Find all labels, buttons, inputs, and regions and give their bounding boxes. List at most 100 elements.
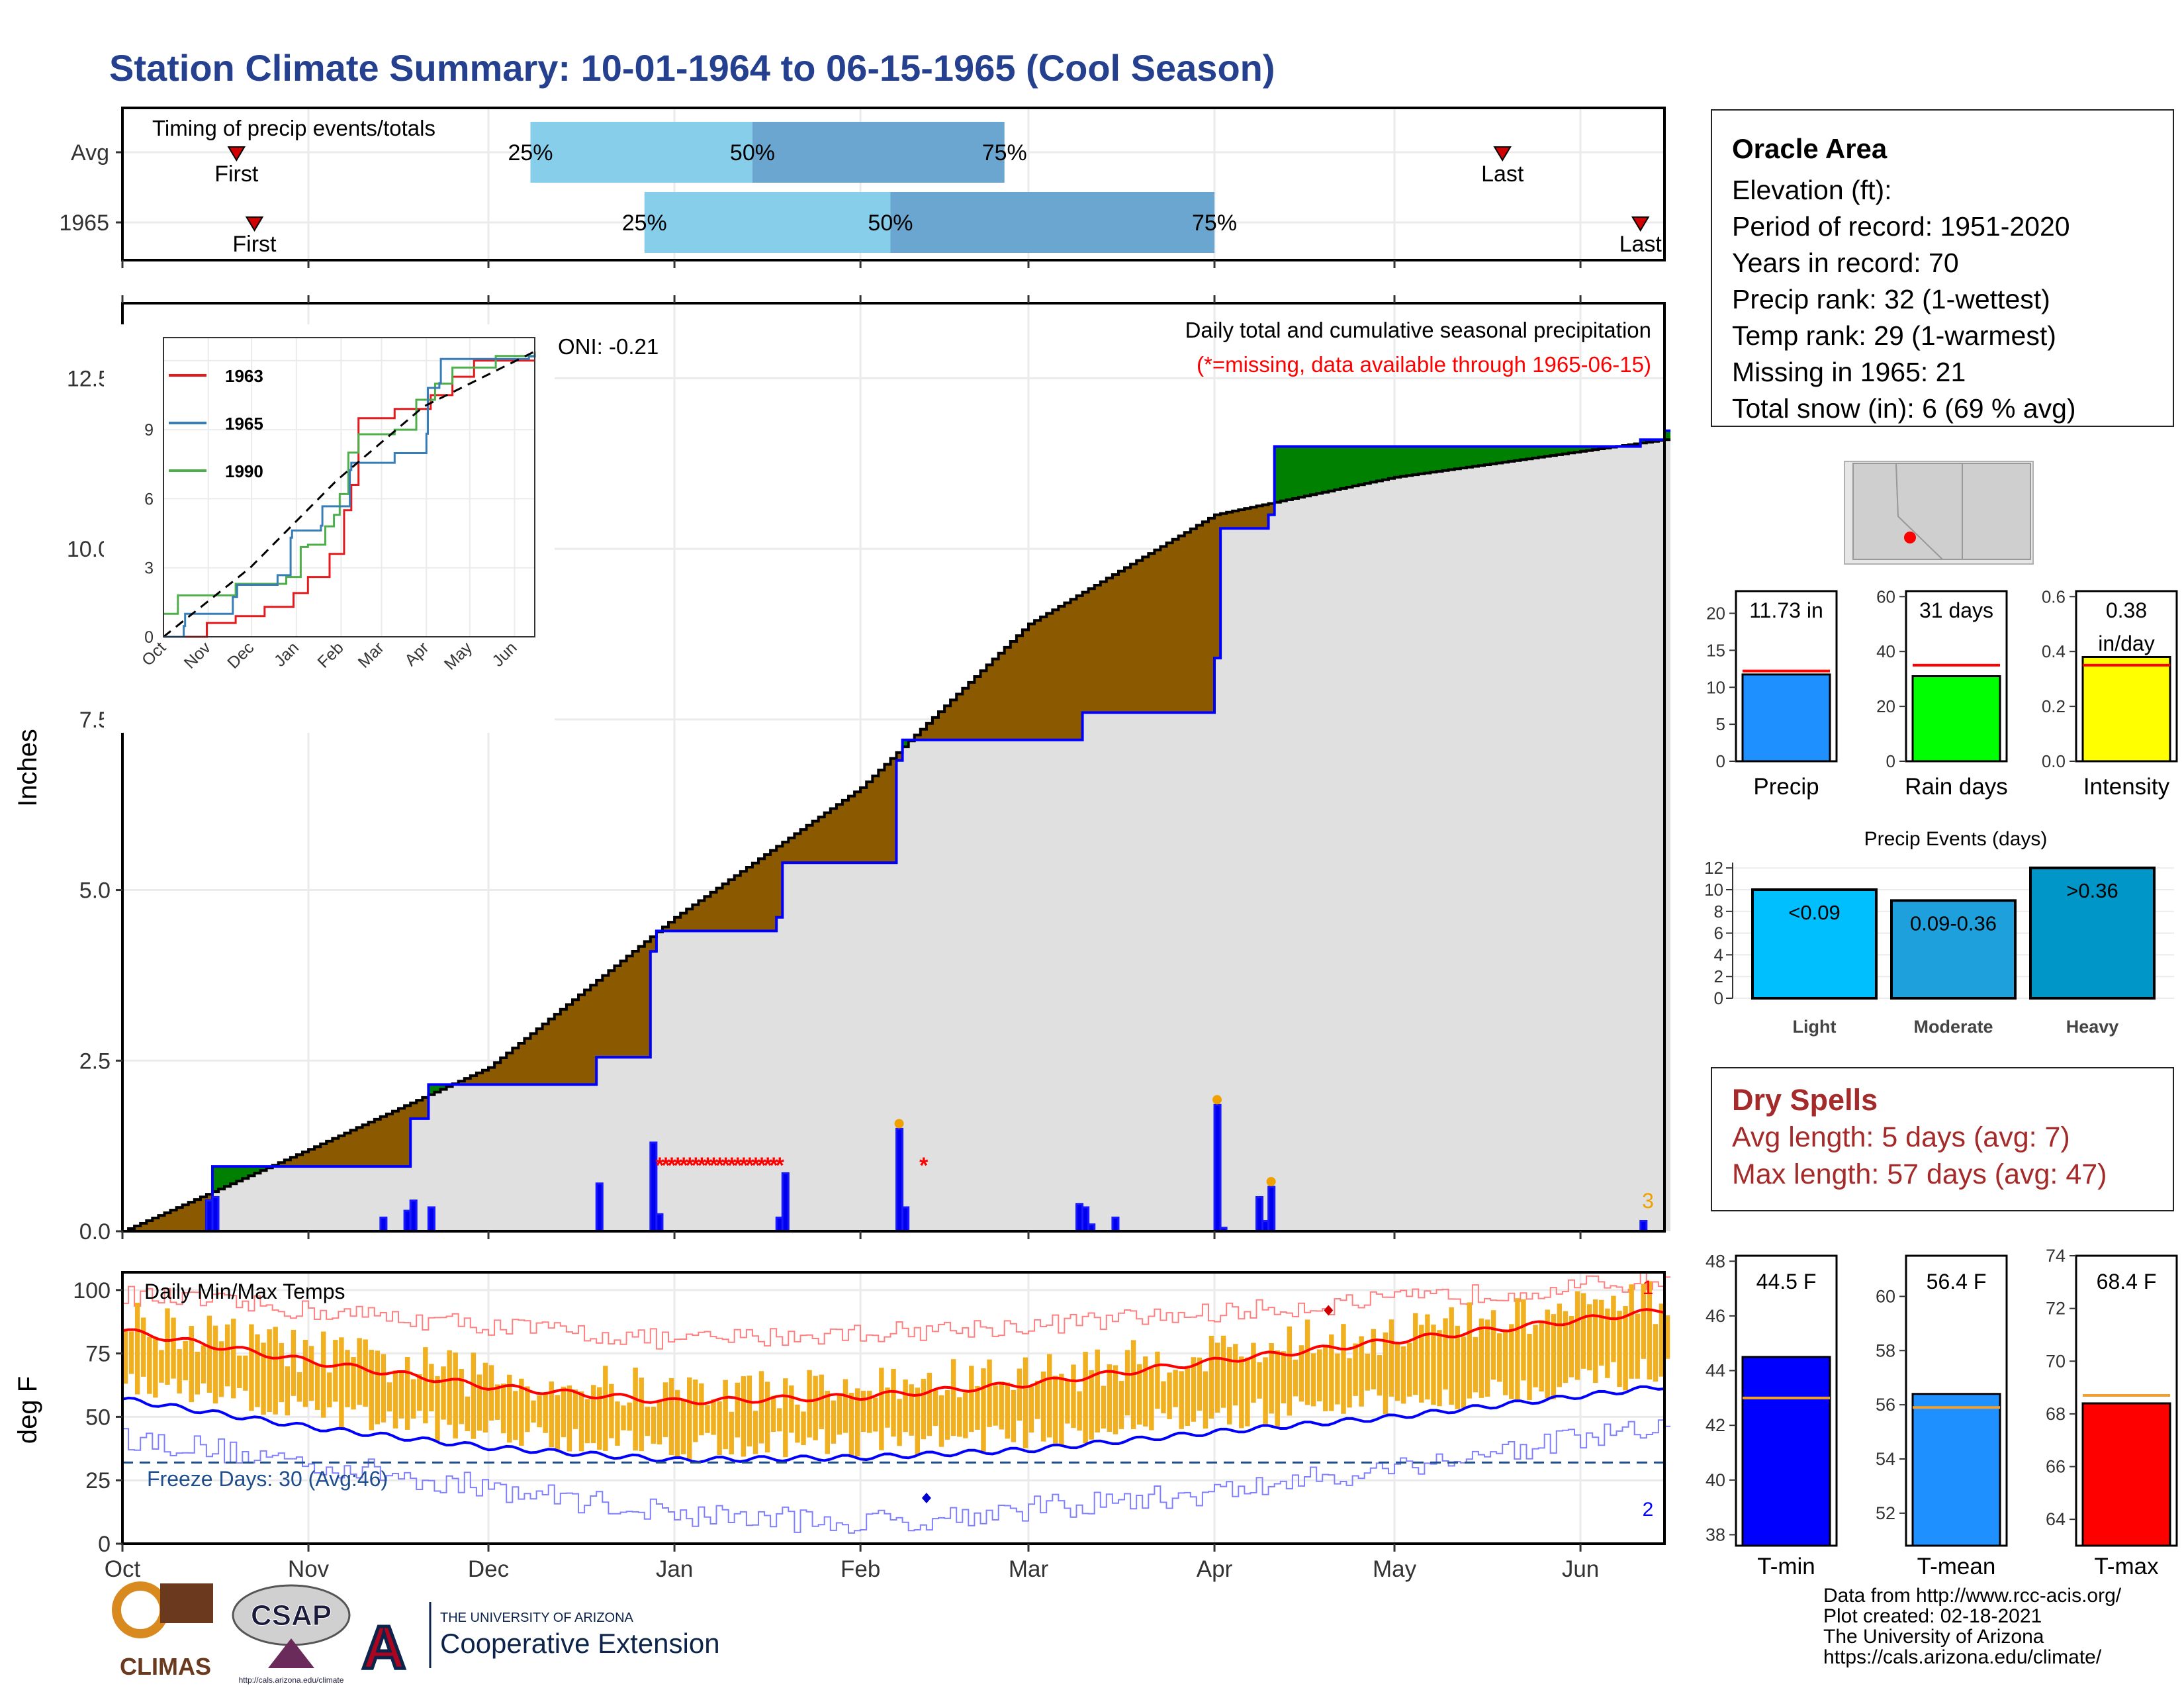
first-marker-1 xyxy=(245,216,264,232)
temp-range-bar-187 xyxy=(1245,1357,1250,1427)
temp-range-bar-93 xyxy=(680,1400,686,1454)
temp-range-bar-44 xyxy=(387,1382,392,1412)
summary-name-2: Intensity xyxy=(2083,774,2170,800)
inset-ytick-2: 6 xyxy=(144,490,154,508)
events-category-2: Heavy xyxy=(2066,1017,2119,1037)
temp-range-bar-17 xyxy=(224,1324,230,1387)
events-ytick-label-0: 0 xyxy=(1714,988,1723,1008)
missing-marker-100: * xyxy=(721,1153,731,1178)
temp-range-bar-250 xyxy=(1623,1306,1628,1391)
temp-range-bar-71 xyxy=(549,1381,554,1448)
summary-ytick-label-0-0: 0 xyxy=(1716,751,1725,771)
temp-summary-ytick-label-0-4: 46 xyxy=(1706,1306,1725,1326)
temp-range-bar-13 xyxy=(201,1345,206,1383)
temp-range-bar-254 xyxy=(1647,1281,1653,1380)
temp-range-bar-174 xyxy=(1167,1372,1172,1419)
temp-range-bar-229 xyxy=(1496,1333,1502,1382)
temp-range-bar-159 xyxy=(1077,1391,1082,1431)
temp-range-bar-205 xyxy=(1353,1343,1358,1396)
inset-legend-label-2: 1990 xyxy=(225,461,263,481)
temp-range-bar-144 xyxy=(987,1359,992,1427)
temp-range-bar-143 xyxy=(981,1368,986,1452)
temp-range-bar-7 xyxy=(165,1308,170,1385)
temp-range-bar-80 xyxy=(603,1366,608,1451)
temp-avg-max xyxy=(122,1308,1665,1405)
temp-range-bar-35 xyxy=(333,1340,338,1402)
temp-summary-value-1: 56.4 F xyxy=(1927,1270,1987,1293)
precip-corner-number: 3 xyxy=(1642,1189,1654,1213)
temp-range-bar-57 xyxy=(465,1396,471,1432)
missing-marker-single: * xyxy=(919,1153,929,1178)
missing-marker-104: * xyxy=(745,1153,754,1178)
events-bar-label-1: 0.09-0.36 xyxy=(1910,912,1997,935)
temp-range-bar-196 xyxy=(1298,1345,1304,1402)
inset-ytick-3: 9 xyxy=(144,421,154,440)
temp-range-bar-181 xyxy=(1208,1335,1214,1419)
daily-precip-bar-5 xyxy=(427,1206,435,1233)
temp-range-bar-8 xyxy=(171,1317,176,1379)
temp-range-bar-177 xyxy=(1185,1368,1190,1427)
events-ytick-label-3: 6 xyxy=(1714,923,1723,943)
station-info-box: Oracle Area Elevation (ft): Period of re… xyxy=(1711,109,2174,427)
temp-range-bar-147 xyxy=(1005,1382,1010,1439)
temp-range-bar-206 xyxy=(1359,1336,1364,1407)
precip-ytick-label-1: 2.5 xyxy=(79,1049,111,1074)
info-line-missing: Missing in 1965: 21 xyxy=(1732,357,1966,387)
daily-precip-bar-10 xyxy=(781,1172,790,1233)
temp-range-bar-125 xyxy=(873,1397,878,1432)
temp-range-bar-145 xyxy=(993,1385,998,1426)
temp-range-bar-69 xyxy=(537,1395,542,1428)
temp-range-bar-228 xyxy=(1490,1310,1496,1380)
temp-range-bar-107 xyxy=(764,1382,770,1453)
temp-range-bar-112 xyxy=(795,1404,800,1443)
temp-range-bar-90 xyxy=(662,1382,668,1438)
credit-university: The University of Arizona xyxy=(1823,1626,2044,1648)
temp-range-bar-31 xyxy=(308,1346,314,1401)
daily-precip-bar-17 xyxy=(1213,1103,1222,1233)
summary-ytick-label-1-1: 20 xyxy=(1876,696,1895,716)
temp-range-bar-81 xyxy=(609,1383,614,1438)
missing-marker-108: * xyxy=(770,1153,779,1178)
summary-bar-2 xyxy=(2081,655,2171,763)
temp-range-bar-37 xyxy=(345,1350,350,1407)
missing-marker-102: * xyxy=(733,1153,743,1178)
precip-caption: Daily total and cumulative seasonal prec… xyxy=(1185,318,1651,342)
temp-range-bar-88 xyxy=(651,1407,657,1444)
temp-summary-name-1: T-mean xyxy=(1917,1554,1996,1579)
temp-corner-min: 2 xyxy=(1643,1499,1654,1521)
temp-range-bar-33 xyxy=(320,1331,326,1418)
temp-range-bar-3 xyxy=(140,1317,146,1377)
temp-summary-ytick-label-2-5: 74 xyxy=(2046,1246,2066,1266)
temp-range-bar-164 xyxy=(1107,1364,1113,1432)
temp-range-bar-110 xyxy=(783,1378,788,1458)
temp-range-bar-100 xyxy=(723,1380,728,1450)
events-bar-2 xyxy=(2029,867,2156,1000)
temp-range-bar-50 xyxy=(423,1347,428,1424)
precip-ytick-label-5: 12.5 xyxy=(67,366,111,391)
temp-range-bar-197 xyxy=(1304,1319,1310,1405)
temp-range-bar-165 xyxy=(1113,1365,1118,1434)
temp-range-bar-193 xyxy=(1281,1351,1287,1404)
temp-summary-ytick-label-2-1: 66 xyxy=(2046,1457,2066,1477)
credit-data-source: Data from http://www.rcc-acis.org/ xyxy=(1823,1585,2122,1607)
summary-bar-1 xyxy=(1911,675,2001,763)
temp-range-bar-209 xyxy=(1377,1355,1383,1396)
summary-name-0: Precip xyxy=(1753,774,1819,800)
temp-summary-ytick-label-1-0: 52 xyxy=(1876,1503,1895,1523)
ua-logo-letter: A xyxy=(362,1614,406,1681)
temp-range-bar-150 xyxy=(1023,1357,1028,1448)
temp-ytick-label-2: 50 xyxy=(85,1405,111,1430)
temp-range-bar-68 xyxy=(531,1400,536,1423)
missing-marker-101: * xyxy=(727,1153,737,1178)
temp-range-bar-59 xyxy=(477,1374,482,1431)
temp-range-bar-127 xyxy=(885,1387,890,1428)
temp-range-bar-122 xyxy=(854,1388,860,1457)
timing-label-50-0: 50% xyxy=(730,140,775,165)
temp-range-bar-78 xyxy=(590,1385,596,1444)
summary-ytick-label-0-2: 10 xyxy=(1706,677,1725,697)
temp-range-bar-157 xyxy=(1065,1380,1070,1424)
temp-range-bar-61 xyxy=(488,1365,494,1421)
temp-panel: Daily Min/Max Temps Freeze Days: 30 (Avg:… xyxy=(13,1271,1671,1582)
